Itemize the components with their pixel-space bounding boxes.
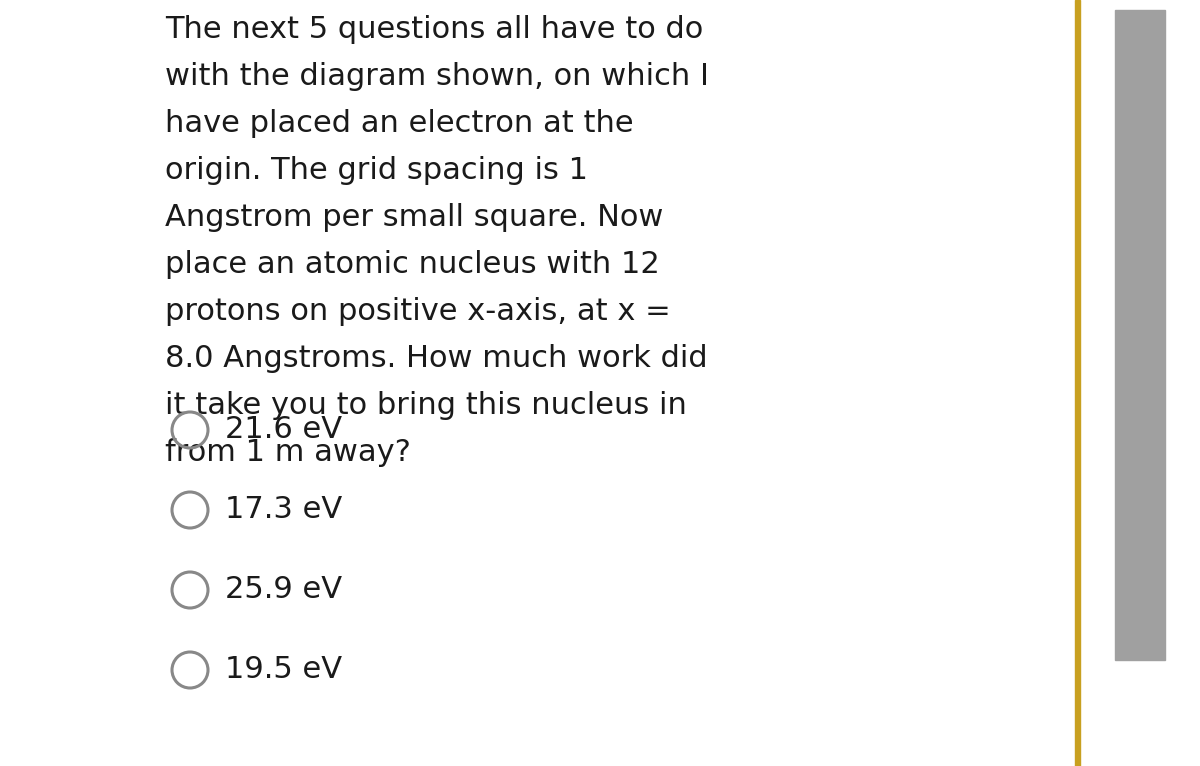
Text: origin. The grid spacing is 1: origin. The grid spacing is 1: [166, 156, 588, 185]
Text: have placed an electron at the: have placed an electron at the: [166, 109, 634, 138]
Text: place an atomic nucleus with 12: place an atomic nucleus with 12: [166, 250, 660, 279]
Bar: [1075, 0, 1080, 766]
Text: 25.9 eV: 25.9 eV: [226, 575, 342, 604]
Text: it take you to bring this nucleus in: it take you to bring this nucleus in: [166, 391, 686, 420]
Text: Angstrom per small square. Now: Angstrom per small square. Now: [166, 203, 664, 232]
Text: 8.0 Angstroms. How much work did: 8.0 Angstroms. How much work did: [166, 344, 708, 373]
Bar: [1115, 10, 1165, 660]
Text: from 1 m away?: from 1 m away?: [166, 438, 410, 467]
Text: protons on positive x-axis, at x =: protons on positive x-axis, at x =: [166, 297, 671, 326]
Text: 19.5 eV: 19.5 eV: [226, 656, 342, 685]
Text: with the diagram shown, on which I: with the diagram shown, on which I: [166, 62, 709, 91]
Text: The next 5 questions all have to do: The next 5 questions all have to do: [166, 15, 703, 44]
Text: 21.6 eV: 21.6 eV: [226, 415, 342, 444]
Text: 17.3 eV: 17.3 eV: [226, 496, 342, 525]
